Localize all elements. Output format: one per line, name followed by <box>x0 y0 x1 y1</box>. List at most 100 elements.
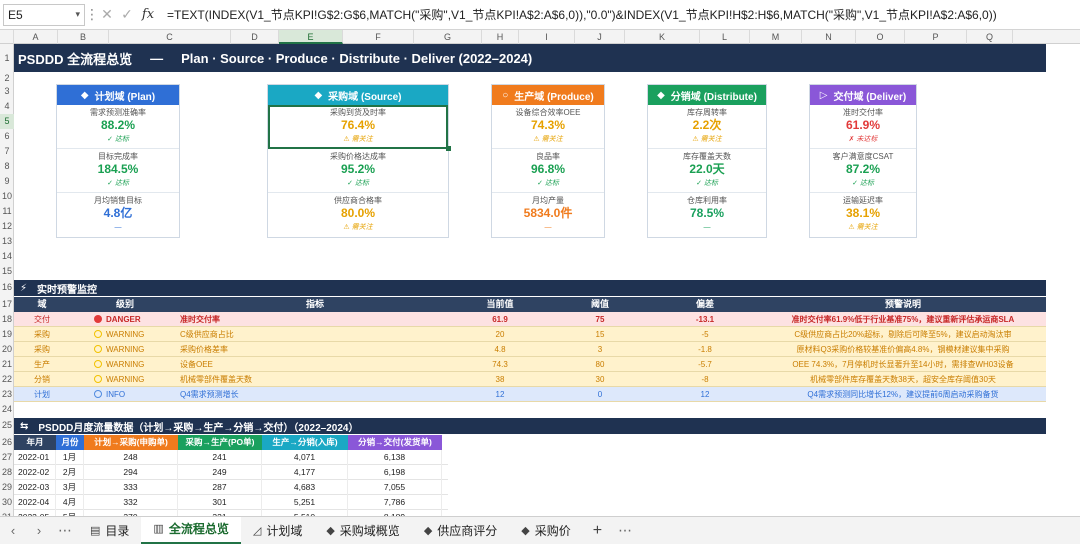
column-header[interactable]: P <box>905 30 967 44</box>
cancel-icon[interactable]: ✕ <box>101 6 113 22</box>
column-header[interactable]: A <box>14 30 58 44</box>
row-header[interactable]: 27 <box>1 452 12 462</box>
column-header[interactable]: C <box>109 30 231 44</box>
alert-row[interactable]: 采购 WARNING 采购价格差率 4.8 3 -1.8 原材料Q3采购价格较基准价偏高4.… <box>14 342 1046 357</box>
column-header[interactable]: H <box>482 30 519 44</box>
column-header[interactable]: I <box>519 30 575 44</box>
add-sheet-button[interactable]: + <box>592 521 603 539</box>
row-header[interactable]: 30 <box>1 497 12 507</box>
row-header[interactable]: 1 <box>4 53 10 63</box>
row-header[interactable]: 4 <box>4 101 10 111</box>
next-sheet-icon[interactable]: › <box>36 523 42 538</box>
alert-row[interactable]: 生产 WARNING 设备OEE 74.3 80 -5.7 OEE 74.3%，7月停机时长… <box>14 357 1046 372</box>
domain-icon: ○ <box>502 89 509 101</box>
more-sheets-icon[interactable]: ⋯ <box>58 522 72 538</box>
column-header[interactable]: G <box>414 30 482 44</box>
flow-row[interactable]: 2022-03 3月 333 287 4,683 7,055 <box>14 480 448 495</box>
metric-label: 运输延迟率 <box>843 196 883 205</box>
row-header[interactable]: 2 <box>4 73 10 83</box>
sheet-tab[interactable]: ◆ 供应商评分 <box>412 517 509 544</box>
kpi-metric[interactable]: 库存覆盖天数 22.0天 ✓ 达标 <box>648 149 766 193</box>
sheet-tab[interactable]: ▥ 全流程总览 <box>141 516 241 544</box>
column-header[interactable]: N <box>802 30 856 44</box>
row-header[interactable]: 25 <box>1 420 12 430</box>
name-box[interactable]: E5 ▾ <box>3 3 85 26</box>
column-header[interactable]: F <box>343 30 414 44</box>
kpi-metric[interactable]: 良品率 96.8% ✓ 达标 <box>492 149 604 193</box>
row-header[interactable]: 5 <box>0 114 14 129</box>
column-header[interactable]: Q <box>967 30 1013 44</box>
sheet-grid[interactable]: PSDDD 全流程总览 — Plan · Source · Produce · … <box>14 44 1080 516</box>
insert-function-icon[interactable]: fx <box>141 7 155 22</box>
row-header[interactable]: 22 <box>1 374 12 384</box>
alert-row[interactable]: 采购 WARNING C级供应商占比 20 15 -5 C级供应商占比20%超标，剔除后可降… <box>14 327 1046 342</box>
row-header[interactable]: 18 <box>1 314 12 324</box>
kpi-metric[interactable]: 客户满意度CSAT 87.2% ✓ 达标 <box>810 149 916 193</box>
flow-row[interactable]: 2022-02 2月 294 249 4,177 6,198 <box>14 465 448 480</box>
row-header[interactable]: 26 <box>1 437 12 447</box>
column-header[interactable]: B <box>58 30 109 44</box>
row-header[interactable]: 13 <box>1 236 12 246</box>
sheet-tab[interactable]: ▤ 目录 <box>78 517 141 544</box>
kpi-metric[interactable]: 库存周转率 2.2次 ⚠ 需关注 <box>648 105 766 149</box>
kpi-metric[interactable]: 准时交付率 61.9% ✗ 未达标 <box>810 105 916 149</box>
kpi-metric[interactable]: 需求预测准确率 88.2% ✓ 达标 <box>57 105 179 149</box>
row-header[interactable]: 8 <box>4 161 10 171</box>
alert-row[interactable]: 分销 WARNING 机械零部件覆盖天数 38 30 -8 机械零部件库存覆盖天数38天，超… <box>14 372 1046 387</box>
row-header[interactable]: 15 <box>1 266 12 276</box>
sheet-tab-label: 供应商评分 <box>437 523 498 538</box>
row-header[interactable]: 24 <box>1 404 12 414</box>
row-header[interactable]: 17 <box>1 299 12 309</box>
sheet-tab[interactable]: ◆ 采购域概览 <box>314 517 411 544</box>
kpi-metric[interactable]: 月均销售目标 4.8亿 — <box>57 193 179 237</box>
confirm-icon[interactable]: ✓ <box>121 6 133 22</box>
row-header[interactable]: 23 <box>1 389 12 399</box>
flow-row[interactable]: 2022-01 1月 248 241 4,071 6,138 <box>14 450 448 465</box>
title-main: PSDDD 全流程总览 <box>18 51 133 67</box>
chevron-down-icon[interactable]: ▾ <box>75 9 80 19</box>
flow-row[interactable]: 2022-055月3703215,5108,189 <box>14 510 448 516</box>
row-header[interactable]: 19 <box>1 329 12 339</box>
sheet-tab[interactable]: ◆ 采购价 <box>509 517 582 544</box>
row-header[interactable]: 16 <box>1 282 12 292</box>
kpi-metric[interactable]: 月均产量 5834.0件 — <box>492 193 604 237</box>
row-header[interactable]: 21 <box>1 359 12 369</box>
row-header[interactable]: 3 <box>4 86 10 96</box>
row-header[interactable]: 14 <box>1 251 12 261</box>
row-header[interactable]: 20 <box>1 344 12 354</box>
column-header[interactable]: J <box>575 30 625 44</box>
kpi-metric[interactable]: 采购到货及时率 76.4% ⚠ 需关注 <box>268 105 451 151</box>
more-tabs-icon[interactable]: ⋯ <box>618 522 633 538</box>
row-header[interactable]: 12 <box>1 221 12 231</box>
metric-label: 库存周转率 <box>687 108 727 117</box>
column-header[interactable]: O <box>856 30 905 44</box>
kpi-metric[interactable]: 供应商合格率 80.0% ⚠ 需关注 <box>268 193 448 237</box>
alert-level: WARNING <box>70 327 180 342</box>
alert-row[interactable]: 交付 DANGER 准时交付率 61.9 75 -13.1 准时交付率61.9%低于行业基准… <box>14 312 1046 327</box>
column-header[interactable]: D <box>231 30 279 44</box>
kpi-metric[interactable]: 设备综合效率OEE 74.3% ⚠ 需关注 <box>492 105 604 149</box>
prev-sheet-icon[interactable]: ‹ <box>10 523 16 538</box>
row-header[interactable]: 9 <box>4 176 10 186</box>
alert-row[interactable]: 计划 INFO Q4需求预测增长 12 0 12 Q4需求预测同比增长12%，建议提前6周启… <box>14 387 1046 402</box>
formula-input[interactable]: =TEXT(INDEX(V1_节点KPI!G$2:G$6,MATCH("采购",… <box>167 8 997 22</box>
row-header[interactable]: 6 <box>4 131 10 141</box>
column-header[interactable]: L <box>700 30 750 44</box>
row-header[interactable]: 11 <box>2 206 12 216</box>
kpi-metric[interactable]: 运输延迟率 38.1% ⚠ 需关注 <box>810 193 916 237</box>
more-options-icon[interactable]: ⋮ <box>85 6 99 22</box>
kpi-metric[interactable]: 采购价格达成率 95.2% ✓ 达标 <box>268 149 448 193</box>
column-header[interactable]: K <box>625 30 700 44</box>
row-header[interactable]: 10 <box>1 191 12 201</box>
flow-row[interactable]: 2022-04 4月 332 301 5,251 7,786 <box>14 495 448 510</box>
col-domain: 域 <box>37 299 47 309</box>
column-header[interactable]: E <box>279 30 343 44</box>
row-header[interactable]: 29 <box>1 482 12 492</box>
row-header[interactable]: 7 <box>4 146 10 156</box>
kpi-metric[interactable]: 目标完成率 184.5% ✓ 达标 <box>57 149 179 193</box>
kpi-metric[interactable]: 仓库利用率 78.5% — <box>648 193 766 237</box>
row-header[interactable]: 28 <box>1 467 12 477</box>
column-header[interactable]: M <box>750 30 802 44</box>
sheet-tab[interactable]: ◿ 计划域 <box>241 517 314 544</box>
